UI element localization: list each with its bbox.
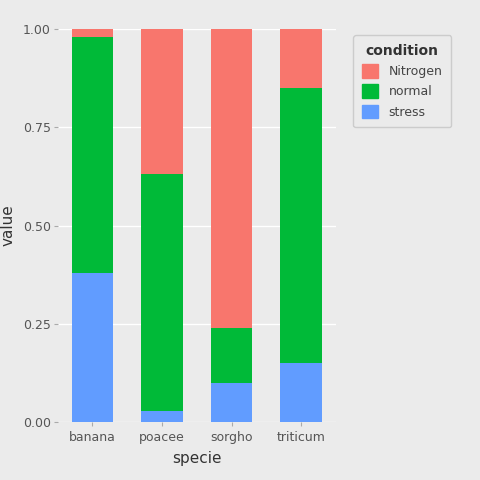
Bar — [141, 410, 183, 422]
Legend: Nitrogen, normal, stress: Nitrogen, normal, stress — [353, 35, 451, 127]
Bar — [72, 273, 113, 422]
Bar — [211, 383, 252, 422]
Bar — [72, 36, 113, 273]
Bar — [211, 328, 252, 383]
Bar — [141, 174, 183, 410]
Bar — [280, 29, 322, 88]
Bar — [280, 88, 322, 363]
X-axis label: specie: specie — [172, 451, 222, 466]
Bar — [141, 29, 183, 174]
Y-axis label: value: value — [0, 205, 16, 246]
Bar — [211, 29, 252, 328]
Bar — [280, 363, 322, 422]
Bar — [72, 29, 113, 36]
